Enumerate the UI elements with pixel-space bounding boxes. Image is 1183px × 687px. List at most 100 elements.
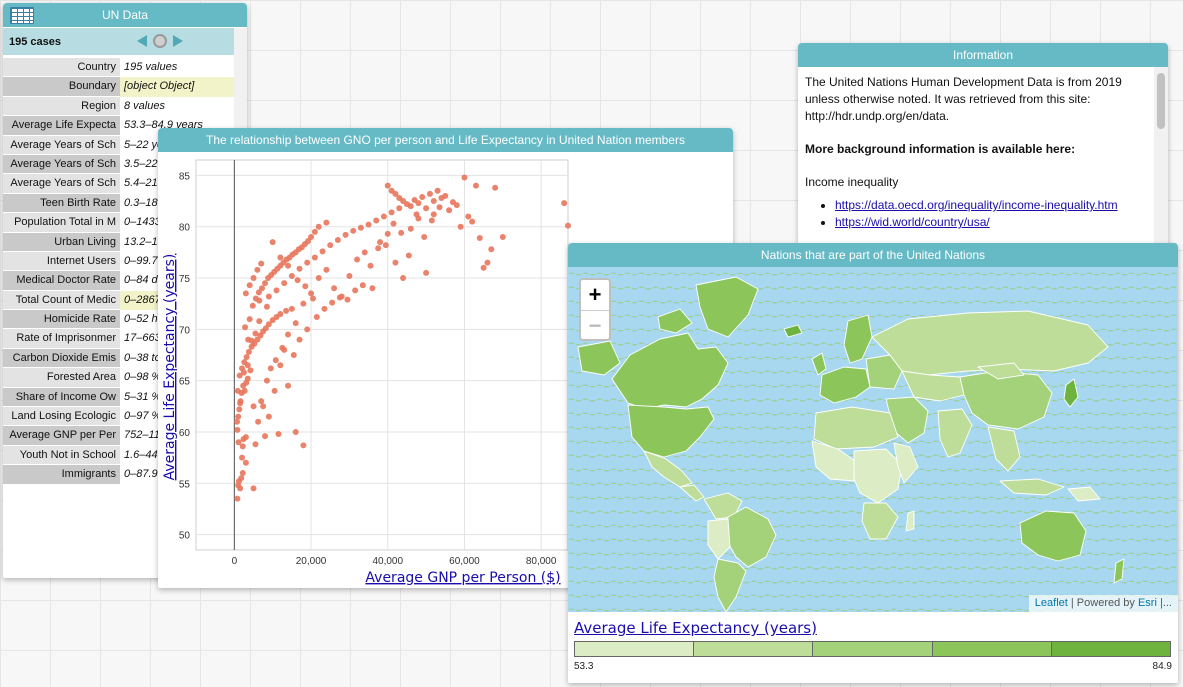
- region-arctic-islands[interactable]: [657, 308, 693, 334]
- data-point[interactable]: [240, 369, 247, 376]
- data-point[interactable]: [365, 221, 372, 228]
- data-point[interactable]: [384, 182, 391, 189]
- data-point[interactable]: [256, 297, 263, 304]
- legend-bin[interactable]: [813, 642, 933, 656]
- data-point[interactable]: [296, 265, 303, 272]
- data-point[interactable]: [421, 233, 428, 240]
- data-point[interactable]: [254, 336, 261, 343]
- region-mexico[interactable]: [643, 450, 693, 488]
- world-map[interactable]: [568, 267, 1178, 612]
- data-point[interactable]: [472, 182, 479, 189]
- data-point[interactable]: [308, 233, 315, 240]
- data-point[interactable]: [407, 203, 414, 210]
- data-point[interactable]: [292, 320, 299, 327]
- data-point[interactable]: [247, 367, 254, 374]
- data-point[interactable]: [263, 303, 270, 310]
- data-point[interactable]: [263, 377, 270, 384]
- attribution-esri-link[interactable]: Esri: [1137, 597, 1157, 609]
- region-scandinavia[interactable]: [843, 314, 873, 364]
- data-point[interactable]: [392, 190, 399, 197]
- data-point[interactable]: [236, 406, 243, 413]
- data-point[interactable]: [309, 295, 316, 302]
- attribute-name[interactable]: Total Count of Medic: [3, 290, 120, 311]
- data-point[interactable]: [413, 211, 420, 218]
- attribute-name[interactable]: Teen Birth Rate: [3, 193, 120, 214]
- data-point[interactable]: [321, 305, 328, 312]
- attribute-name[interactable]: Rate of Imprisonmer: [3, 329, 120, 349]
- attribute-name[interactable]: Internet Users: [3, 251, 120, 272]
- data-point[interactable]: [245, 348, 252, 355]
- next-case-icon[interactable]: [173, 35, 183, 47]
- data-point[interactable]: [423, 205, 430, 212]
- data-point[interactable]: [327, 242, 334, 249]
- data-point[interactable]: [235, 413, 242, 420]
- legend-bin[interactable]: [575, 642, 695, 656]
- data-point[interactable]: [244, 375, 251, 382]
- region-colombia-venezuela[interactable]: [703, 492, 743, 520]
- y-axis-label[interactable]: Average Life Expectancy (years): [162, 254, 178, 481]
- data-point[interactable]: [405, 252, 412, 259]
- data-point[interactable]: [262, 280, 269, 287]
- region-peru-bolivia[interactable]: [707, 518, 731, 560]
- data-point[interactable]: [352, 287, 359, 294]
- data-point[interactable]: [354, 256, 361, 263]
- data-point[interactable]: [285, 331, 292, 338]
- data-point[interactable]: [426, 190, 433, 197]
- data-point[interactable]: [430, 211, 437, 218]
- attribute-name[interactable]: Carbon Dioxide Emis: [3, 348, 120, 369]
- data-point[interactable]: [375, 245, 382, 252]
- data-point[interactable]: [267, 365, 274, 372]
- data-point[interactable]: [319, 248, 326, 255]
- data-point[interactable]: [246, 316, 253, 323]
- map-title[interactable]: Nations that are part of the United Nati…: [568, 243, 1178, 267]
- data-point[interactable]: [265, 321, 272, 328]
- data-point[interactable]: [285, 382, 292, 389]
- data-point[interactable]: [237, 400, 244, 407]
- attribute-name[interactable]: Average Years of Sch: [3, 135, 120, 155]
- attribute-row[interactable]: Country 195 values: [3, 58, 234, 78]
- data-point[interactable]: [350, 227, 357, 234]
- attribute-name[interactable]: Homicide Rate: [3, 310, 120, 330]
- region-western-europe[interactable]: [819, 366, 871, 404]
- data-point[interactable]: [294, 277, 301, 284]
- data-point[interactable]: [377, 239, 384, 246]
- data-point[interactable]: [492, 184, 499, 191]
- region-alaska[interactable]: [577, 340, 621, 376]
- data-point[interactable]: [446, 207, 453, 214]
- attribute-name[interactable]: Medical Doctor Rate: [3, 271, 120, 291]
- region-north-africa[interactable]: [813, 406, 899, 450]
- data-point[interactable]: [565, 222, 571, 229]
- data-point[interactable]: [484, 259, 491, 266]
- data-point[interactable]: [254, 266, 261, 273]
- attribute-name[interactable]: Average Years of Sch: [3, 154, 120, 175]
- data-point[interactable]: [304, 238, 311, 245]
- previous-case-icon[interactable]: [137, 35, 147, 47]
- data-point[interactable]: [246, 282, 253, 289]
- data-point[interactable]: [342, 231, 349, 238]
- data-point[interactable]: [311, 254, 318, 261]
- data-point[interactable]: [346, 272, 353, 279]
- data-point[interactable]: [419, 193, 426, 200]
- data-point[interactable]: [359, 282, 366, 289]
- data-point[interactable]: [423, 269, 430, 276]
- map-legend-attribute[interactable]: Average Life Expectancy (years): [574, 619, 817, 637]
- data-point[interactable]: [288, 272, 295, 279]
- data-point[interactable]: [308, 290, 315, 297]
- data-point[interactable]: [315, 275, 322, 282]
- data-point[interactable]: [465, 213, 472, 220]
- data-point[interactable]: [449, 199, 456, 206]
- data-point[interactable]: [234, 387, 241, 394]
- data-point[interactable]: [407, 225, 414, 232]
- data-point[interactable]: [336, 294, 343, 301]
- data-point[interactable]: [281, 280, 288, 287]
- data-point[interactable]: [396, 205, 403, 212]
- data-point[interactable]: [243, 354, 250, 361]
- scatter-plot[interactable]: 50 55 60 65 70 75 80 85 0 20,000 40,000 60,000 80,00…: [158, 152, 733, 588]
- region-central-america[interactable]: [679, 484, 705, 502]
- attribute-name[interactable]: Share of Income Ow: [3, 387, 120, 408]
- data-point[interactable]: [272, 357, 279, 364]
- link-wid[interactable]: https://wid.world/country/usa/: [835, 215, 990, 229]
- data-point[interactable]: [249, 302, 256, 309]
- data-point[interactable]: [323, 266, 330, 273]
- data-point[interactable]: [258, 398, 265, 405]
